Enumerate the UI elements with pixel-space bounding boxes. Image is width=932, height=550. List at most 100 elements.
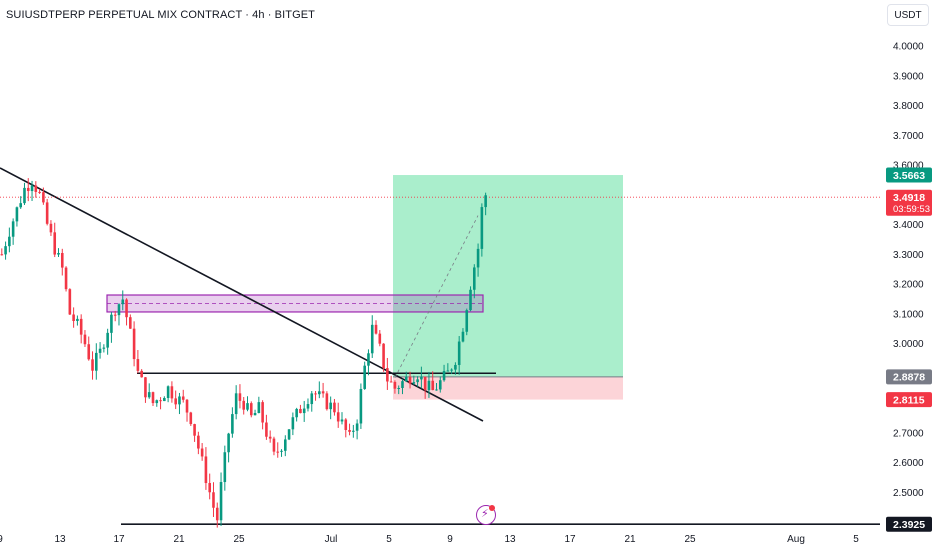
candle: [163, 396, 166, 402]
symbol-title: SUIUSDTPERP PERPETUAL MIX CONTRACT · 4h …: [6, 9, 315, 21]
x-tick-label: 25: [684, 534, 696, 545]
y-tick-label: 3.7000: [893, 131, 924, 142]
candle: [98, 342, 102, 359]
candle: [355, 419, 359, 440]
y-tick-label: 3.9000: [893, 71, 924, 82]
x-tick-label: 21: [624, 534, 636, 545]
axis-price-label-bg: [886, 189, 932, 216]
x-tick-label: 9: [447, 534, 453, 545]
candle: [476, 243, 480, 277]
candle: [178, 392, 181, 415]
candle: [53, 222, 57, 258]
candle: [484, 192, 487, 216]
candle: [4, 241, 7, 260]
candle: [423, 376, 427, 399]
y-tick-label: 3.0000: [893, 339, 924, 350]
candle: [15, 206, 19, 227]
candle: [344, 418, 348, 438]
candle: [140, 369, 143, 378]
candle: [333, 398, 336, 416]
candle: [404, 371, 408, 383]
candle: [227, 432, 230, 463]
x-tick-label: Aug: [787, 534, 805, 545]
candle: [374, 320, 378, 335]
candle: [83, 330, 87, 347]
candle: [117, 303, 121, 326]
candle: [215, 502, 219, 528]
candle: [79, 314, 83, 344]
position-zones: [393, 175, 623, 400]
y-tick-label: 3.3000: [893, 250, 924, 261]
candle: [268, 430, 272, 443]
candle: [200, 443, 204, 461]
candle: [450, 368, 453, 374]
currency-button[interactable]: USDT: [887, 4, 929, 26]
candle: [272, 436, 276, 456]
candle: [416, 376, 419, 387]
candle: [181, 389, 185, 403]
candle: [378, 330, 382, 347]
x-tick-label: 5: [853, 534, 859, 545]
candle: [473, 264, 476, 299]
price-axis: 4.00003.90003.80003.70003.60003.50003.40…: [893, 42, 924, 529]
axis-price-label: 2.8878: [886, 369, 932, 385]
x-tick-label: 21: [173, 534, 185, 545]
candle: [64, 266, 68, 292]
candle: [159, 397, 162, 410]
candle: [280, 449, 283, 457]
candle: [442, 364, 446, 382]
candle: [11, 218, 15, 245]
candle: [340, 412, 344, 425]
candle: [367, 349, 370, 376]
time-axis: 9 13 17 21 25 Jul 5 9 13 17 21 25 Aug 5: [0, 534, 859, 545]
y-tick-label: 2.5000: [893, 488, 924, 499]
axis-price-label-bg: [886, 167, 932, 183]
axis-price-label-text: 2.3925: [893, 519, 925, 531]
y-tick-label: 3.1000: [893, 309, 924, 320]
candle: [454, 362, 457, 375]
candle: [170, 381, 174, 403]
candle: [401, 378, 404, 395]
candle: [38, 189, 41, 194]
candle: [431, 371, 435, 391]
candle: [465, 308, 469, 336]
y-tick-label: 4.0000: [893, 42, 924, 53]
candle: [397, 385, 400, 395]
candle: [212, 482, 215, 517]
candle: [299, 404, 302, 414]
candle: [408, 371, 412, 389]
axis-price-label-text: 2.8115: [893, 394, 925, 406]
candle: [223, 445, 227, 491]
candle: [261, 400, 264, 430]
candle: [318, 381, 321, 399]
candle: [253, 409, 257, 416]
candle: [321, 382, 325, 398]
candle: [125, 298, 128, 326]
profit-zone: [393, 175, 623, 377]
candle: [129, 314, 132, 329]
candle: [382, 343, 385, 372]
candle: [49, 220, 53, 236]
candle: [106, 328, 109, 355]
candle: [197, 431, 200, 455]
x-tick-label: 5: [386, 534, 392, 545]
candle: [389, 375, 393, 383]
candle: [45, 198, 49, 226]
candle: [136, 349, 140, 374]
projection-line: [394, 215, 479, 378]
trend-lines: [0, 167, 880, 526]
candle: [480, 203, 484, 257]
x-tick-label: Jul: [325, 534, 338, 545]
candle: [287, 429, 291, 441]
candle: [242, 397, 246, 415]
y-tick-label: 3.8000: [893, 101, 924, 112]
candle: [57, 248, 60, 258]
candle: [208, 473, 211, 500]
candle: [427, 371, 431, 398]
candle: [113, 310, 117, 322]
candle: [238, 384, 242, 409]
candle: [166, 385, 170, 403]
y-tick-label: 2.7000: [893, 428, 924, 439]
candle: [325, 391, 329, 411]
